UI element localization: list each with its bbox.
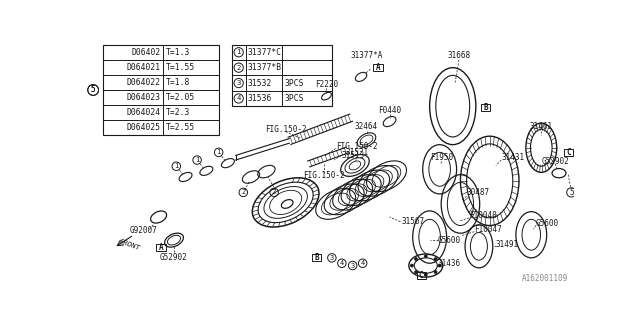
Text: 1: 1 <box>216 149 221 156</box>
Text: 31513: 31513 <box>342 151 365 160</box>
Text: 3: 3 <box>351 262 355 268</box>
Bar <box>481 104 490 111</box>
Bar <box>564 149 573 156</box>
Text: 2: 2 <box>237 65 241 71</box>
Text: 4: 4 <box>360 260 365 266</box>
Text: A162001109: A162001109 <box>522 274 568 283</box>
Text: 5: 5 <box>91 85 95 94</box>
Text: FIG.150-2: FIG.150-2 <box>303 171 345 180</box>
Text: B: B <box>314 253 319 262</box>
Text: F10048: F10048 <box>469 211 497 220</box>
Bar <box>103 44 219 135</box>
Text: 3: 3 <box>237 80 241 86</box>
Text: G52902: G52902 <box>160 253 188 262</box>
Text: A: A <box>159 243 163 252</box>
Text: T=1.8: T=1.8 <box>166 78 191 87</box>
Text: D06402: D06402 <box>132 48 161 57</box>
Text: 30487: 30487 <box>467 188 490 197</box>
Text: 3: 3 <box>330 255 334 261</box>
Text: 1: 1 <box>237 49 241 55</box>
Ellipse shape <box>282 200 293 208</box>
Circle shape <box>435 271 436 273</box>
Text: G52902: G52902 <box>541 157 569 166</box>
Text: 31521: 31521 <box>346 148 369 157</box>
Text: D064024: D064024 <box>127 108 161 117</box>
Text: F2220: F2220 <box>315 80 338 89</box>
Text: D064025: D064025 <box>127 123 161 132</box>
Text: 1: 1 <box>174 163 179 169</box>
Text: B: B <box>484 103 488 112</box>
Text: 31532: 31532 <box>248 78 272 88</box>
Text: F0440: F0440 <box>378 106 401 115</box>
Text: G5600: G5600 <box>437 236 460 245</box>
Text: 31668: 31668 <box>447 51 470 60</box>
Text: 31377*B: 31377*B <box>248 63 282 72</box>
Bar <box>373 64 383 71</box>
Circle shape <box>424 274 427 276</box>
Bar <box>232 44 332 106</box>
Text: F10047: F10047 <box>474 225 502 234</box>
Text: T=1.55: T=1.55 <box>166 63 196 72</box>
Text: FIG.150-2: FIG.150-2 <box>336 142 378 151</box>
Text: F1950: F1950 <box>430 153 454 162</box>
Text: 2: 2 <box>272 189 276 196</box>
Text: 4: 4 <box>340 260 344 266</box>
Text: 3PCS: 3PCS <box>285 94 305 103</box>
Text: D064023: D064023 <box>127 93 161 102</box>
Text: C: C <box>566 148 570 157</box>
Text: 31377*A: 31377*A <box>350 51 383 60</box>
Text: T=2.05: T=2.05 <box>166 93 196 102</box>
Circle shape <box>435 258 436 260</box>
Text: 31536: 31536 <box>248 94 272 103</box>
Bar <box>312 254 321 261</box>
Circle shape <box>411 264 413 267</box>
Text: 31431: 31431 <box>501 153 524 162</box>
Circle shape <box>438 264 441 267</box>
Text: D064022: D064022 <box>127 78 161 87</box>
Circle shape <box>424 255 427 258</box>
Text: 3PCS: 3PCS <box>285 78 305 88</box>
Text: D064021: D064021 <box>127 63 161 72</box>
Text: 2: 2 <box>241 189 245 196</box>
Bar <box>156 244 166 251</box>
Circle shape <box>415 271 417 273</box>
Text: A: A <box>376 63 380 72</box>
Text: 31377*C: 31377*C <box>248 48 282 57</box>
Text: 5: 5 <box>569 188 573 197</box>
Text: G92007: G92007 <box>129 227 157 236</box>
Text: C: C <box>419 271 424 280</box>
Text: T=2.3: T=2.3 <box>166 108 191 117</box>
Text: G5600: G5600 <box>536 219 559 228</box>
Text: 1: 1 <box>195 157 199 163</box>
Text: 31491: 31491 <box>496 240 519 249</box>
Text: 4: 4 <box>237 95 241 101</box>
Text: FRONT: FRONT <box>118 238 141 251</box>
Bar <box>417 272 426 279</box>
Text: 5: 5 <box>91 85 95 94</box>
Text: T=1.3: T=1.3 <box>166 48 191 57</box>
Text: 31567: 31567 <box>401 217 424 226</box>
Text: FIG.150-2: FIG.150-2 <box>265 125 307 134</box>
Text: 31436: 31436 <box>437 259 460 268</box>
Text: 31461: 31461 <box>530 123 553 132</box>
Circle shape <box>415 258 417 260</box>
Text: T=2.55: T=2.55 <box>166 123 196 132</box>
Text: 32464: 32464 <box>355 123 378 132</box>
